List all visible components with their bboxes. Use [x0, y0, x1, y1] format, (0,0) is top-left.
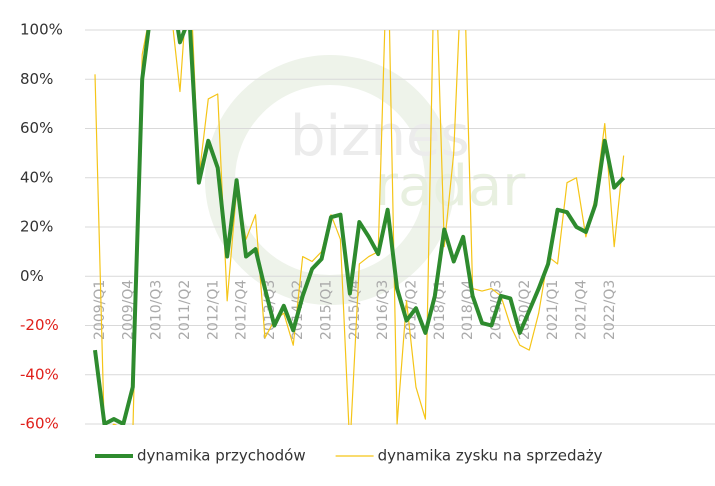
series-line [93, 30, 626, 425]
x-tick-label: 2016/Q3 [375, 280, 391, 340]
y-tick-label: 60% [20, 119, 53, 137]
x-tick-label: 2009/Q4 [120, 280, 136, 340]
x-tick-label: 2017/Q2 [404, 280, 420, 340]
watermark: biznes [290, 104, 470, 169]
x-tick-label: 2010/Q3 [149, 280, 165, 340]
plot [93, 30, 626, 425]
x-tick-label: 2015/Q1 [319, 280, 335, 340]
y-tick-label: -40% [20, 365, 59, 383]
y-tick-label: -20% [20, 316, 59, 334]
y-tick-label: 0% [20, 267, 44, 285]
y-tick-label: 100% [20, 21, 63, 39]
y-tick-label: 80% [20, 70, 53, 88]
x-tick-label: 2020/Q2 [517, 280, 533, 340]
y-tick-label: -60% [20, 415, 59, 433]
series-line [94, 30, 625, 425]
legend-label: dynamika przychodów [137, 447, 306, 465]
legend-label: dynamika zysku na sprzedaży [378, 447, 603, 465]
x-tick-label: 2022/Q3 [602, 280, 618, 340]
x-tick-label: 2011/Q2 [177, 280, 193, 340]
x-tick-label: 2021/Q1 [545, 280, 561, 340]
x-tick-label: 2012/Q1 [205, 280, 221, 340]
y-tick-label: 40% [20, 168, 53, 186]
x-tick-label: 2012/Q4 [234, 280, 250, 340]
x-tick-label: 2021/Q4 [573, 280, 589, 340]
x-tick-label: 2009/Q1 [92, 280, 108, 340]
y-tick-label: 20% [20, 218, 53, 236]
